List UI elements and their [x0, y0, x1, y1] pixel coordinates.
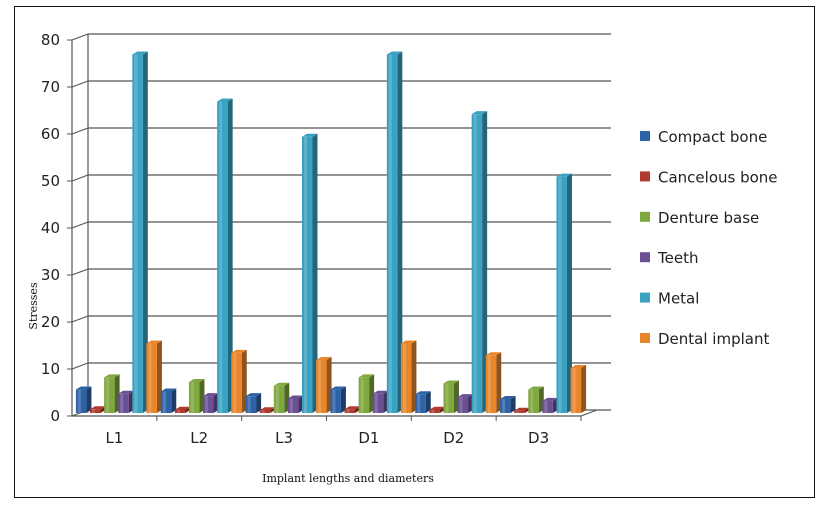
y-tick-label: 30: [41, 266, 60, 284]
bar: [132, 51, 148, 413]
bar: [415, 391, 431, 413]
bar: [118, 390, 134, 413]
bar: [457, 394, 474, 413]
bar: [203, 393, 219, 413]
bar: [570, 364, 587, 413]
x-tick-label: L3: [275, 429, 293, 447]
bar: [400, 340, 417, 413]
bar: [104, 374, 120, 413]
legend-entry-label: Denture base: [658, 209, 759, 227]
bar: [485, 352, 502, 413]
legend-entry-label: Compact bone: [658, 128, 767, 146]
gridline-side: [71, 315, 89, 323]
legend-entry-label: Teeth: [657, 249, 698, 267]
x-tick-labels: L1 L2 L3 D1 D2 D3: [105, 429, 549, 447]
y-tick-label: 50: [41, 172, 60, 190]
x-tick-label: L2: [190, 429, 208, 447]
legend-swatch: [640, 171, 650, 182]
legend: Compact bone Cancelous bone Denture base Te…: [640, 128, 778, 348]
bar: [259, 407, 276, 413]
bar: [443, 380, 459, 413]
x-tick-label: D2: [443, 429, 464, 447]
x-axis-title: Implant lengths and diameters: [262, 472, 434, 485]
gridline-side: [71, 80, 89, 88]
gridline-side: [71, 362, 89, 370]
y-axis-title: Stresses: [27, 282, 40, 330]
bar: [358, 374, 375, 413]
legend-swatch: [640, 292, 650, 303]
gridline-side: [71, 127, 89, 135]
x-tick-label: D1: [358, 429, 379, 447]
bar: [245, 393, 262, 413]
y-tick-label: 70: [41, 78, 60, 96]
gridline-side: [71, 221, 89, 229]
y-tick-label: 40: [41, 219, 60, 237]
gridline-side: [71, 174, 89, 182]
gridline-side: [71, 33, 89, 41]
legend-entry-label: Cancelous bone: [658, 168, 778, 186]
legend-entry-label: Dental implant: [658, 330, 769, 348]
bar: [429, 406, 445, 413]
bar: [287, 395, 304, 413]
y-tick-label: 80: [41, 31, 60, 49]
legend-swatch: [640, 211, 650, 222]
bar: [301, 133, 318, 413]
x-tick-label: D3: [528, 429, 549, 447]
bar: [514, 407, 530, 413]
bar: [372, 390, 389, 413]
y-tick-label: 60: [41, 125, 60, 143]
legend-swatch: [640, 252, 650, 263]
bar: [75, 386, 92, 413]
bar: [273, 382, 290, 413]
bar: [316, 356, 332, 413]
bars: [75, 51, 587, 413]
bar: [174, 406, 191, 413]
gridline-side: [71, 268, 89, 276]
bar: [146, 340, 162, 413]
legend-entry-label: Metal: [658, 290, 699, 308]
bar: [330, 386, 346, 413]
x-tick-label: L1: [105, 429, 123, 447]
bar: [231, 349, 247, 413]
axes: [67, 34, 598, 421]
bar: [542, 397, 558, 413]
bar: [528, 386, 544, 413]
y-tick-label: 20: [41, 313, 60, 331]
bar: [160, 388, 177, 413]
bar: [556, 173, 572, 413]
bar: [386, 51, 403, 413]
bar: [188, 379, 205, 413]
bar: [90, 406, 106, 413]
bar: [471, 111, 488, 413]
bar: [217, 98, 233, 413]
legend-swatch: [640, 131, 650, 141]
bar: [500, 395, 516, 413]
y-tick-label: 0: [50, 407, 60, 425]
legend-swatch: [640, 333, 650, 343]
y-tick-labels: 0 10 20 30 40 50 60 70 80: [41, 31, 60, 425]
floor-edge: [580, 409, 598, 417]
y-tick-label: 10: [41, 360, 60, 378]
bar: [344, 406, 361, 413]
